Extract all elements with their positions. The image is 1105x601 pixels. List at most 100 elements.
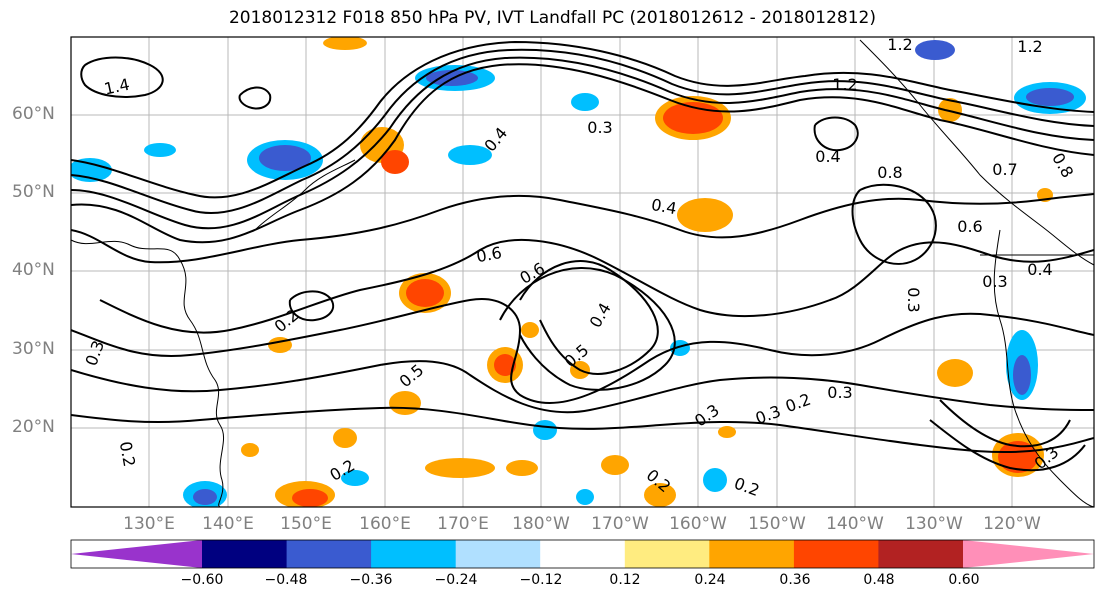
ivt-blob-negative — [576, 489, 594, 505]
colorbar-extend-low — [71, 540, 202, 568]
pv-contour — [71, 360, 1094, 414]
colorbar-extend-high — [963, 540, 1094, 568]
ivt-blob-positive — [389, 391, 421, 415]
pv-contour — [71, 40, 1094, 199]
pv-contour — [71, 298, 1094, 404]
pv-contour — [71, 406, 1094, 454]
pv-contour — [238, 86, 272, 110]
colorbar-segment — [793, 540, 879, 568]
lon-label: 140°E — [202, 514, 254, 534]
lat-label: 20°N — [12, 417, 55, 437]
ivt-blob-positive — [718, 426, 736, 438]
ivt-blob-negative — [703, 468, 727, 492]
ivt-blob-positive — [425, 458, 495, 478]
ivt-blob-positive — [494, 354, 516, 376]
contour-label: 0.2 — [116, 440, 139, 468]
contour-label: 0.3 — [587, 118, 612, 137]
coastline-asia — [71, 239, 224, 507]
colorbar-segment — [371, 540, 457, 568]
contour-label: 1.2 — [832, 75, 857, 94]
colorbar-segment — [540, 540, 626, 568]
ivt-blob-negative — [193, 489, 217, 505]
contour-label: 0.6 — [475, 243, 503, 266]
map-title: 2018012312 F018 850 hPa PV, IVT Landfall… — [228, 8, 876, 28]
lon-label: 180°W — [512, 514, 570, 534]
contour-label: 0.4 — [650, 195, 678, 218]
contour-label: 0.4 — [815, 147, 840, 166]
contour-label: 0.3 — [904, 287, 923, 312]
lon-label: 120°W — [983, 514, 1041, 534]
lat-label: 50°N — [12, 182, 55, 202]
colorbar-tick-label: 0.60 — [948, 572, 980, 588]
contour-label: 0.4 — [1027, 260, 1052, 279]
ivt-blob-positive — [644, 483, 676, 507]
lon-label: 150°E — [280, 514, 332, 534]
ivt-blob-positive — [521, 322, 539, 338]
contour-label: 0.3 — [827, 383, 852, 402]
ivt-blob-positive — [998, 441, 1038, 473]
map-frame — [70, 36, 1095, 508]
coastline-japan — [254, 159, 356, 231]
lon-label: 130°E — [123, 514, 175, 534]
ivt-blob-negative — [259, 145, 311, 171]
lat-label: 40°N — [12, 260, 55, 280]
coastline-alaska — [859, 39, 1094, 266]
lat-label: 30°N — [12, 339, 55, 359]
ivt-blob-negative — [571, 93, 599, 111]
ivt-blob-negative — [1013, 355, 1031, 395]
lon-label: 160°W — [669, 514, 727, 534]
contour-label: 1.4 — [102, 75, 131, 99]
pv-contour — [71, 193, 1094, 264]
ivt-blob-negative — [1026, 88, 1074, 106]
ivt-blob-negative — [144, 143, 176, 157]
contour-label: 0.6 — [957, 217, 982, 236]
pv-contour — [71, 63, 1094, 244]
lat-label: 60°N — [12, 104, 55, 124]
colorbar-tick-label: 0.48 — [863, 572, 895, 588]
lon-label: 140°W — [826, 514, 884, 534]
contour-label: 0.3 — [982, 272, 1007, 291]
coastline-north-america — [993, 229, 1094, 507]
ivt-blob-negative — [341, 470, 369, 486]
ivt-blob-positive — [937, 359, 973, 387]
colorbar — [70, 539, 1095, 569]
colorbar-tick-label: 0.12 — [609, 572, 641, 588]
lon-label: 130°W — [905, 514, 963, 534]
lon-label: 160°E — [359, 514, 411, 534]
coastlines — [71, 39, 1094, 507]
lon-label: 170°W — [591, 514, 649, 534]
ivt-blob-positive — [333, 428, 357, 448]
lon-label: 150°W — [748, 514, 806, 534]
ivt-blob-positive — [938, 98, 962, 122]
colorbar-outline — [70, 539, 1095, 569]
contour-label: 0.7 — [992, 160, 1017, 179]
pv-contour — [851, 183, 937, 265]
contour-label: 1.2 — [887, 35, 912, 54]
pv-contour — [80, 56, 164, 98]
colorbar-tick-label: −0.24 — [434, 572, 478, 588]
ivt-blob-positive — [323, 37, 367, 50]
pv-contour — [929, 419, 1086, 472]
pv-contour — [939, 399, 1071, 448]
ivt-blob-positive — [406, 279, 444, 307]
lon-label: 170°E — [437, 514, 489, 534]
ivt-shading — [71, 37, 1086, 507]
colorbar-tick-label: −0.48 — [264, 572, 308, 588]
pv-contour — [71, 48, 1094, 215]
ivt-blob-positive — [601, 455, 629, 475]
contour-label: 0.8 — [877, 163, 902, 182]
colorbar-segment — [709, 540, 795, 568]
colorbar-segment — [878, 540, 964, 568]
colorbar-segment — [286, 540, 372, 568]
colorbar-tick-label: 0.36 — [779, 572, 811, 588]
ivt-blob-positive — [241, 443, 259, 457]
colorbar-segment — [202, 540, 288, 568]
colorbar-segment — [455, 540, 541, 568]
ivt-blob-negative — [915, 40, 955, 60]
pv-contour — [519, 260, 659, 375]
pv-contour — [71, 56, 1094, 230]
pv-contour — [499, 266, 676, 391]
colorbar-tick-label: −0.36 — [349, 572, 393, 588]
ivt-blob-positive — [506, 460, 538, 476]
